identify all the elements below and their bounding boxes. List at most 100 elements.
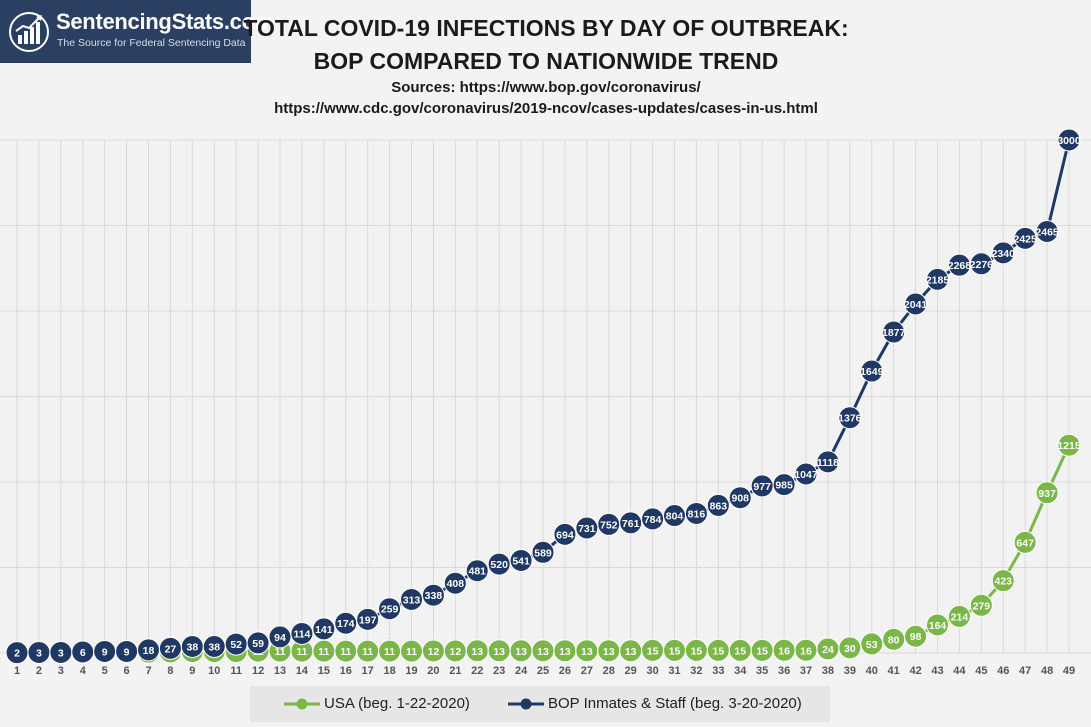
x-tick-label: 2 [36, 665, 42, 677]
data-point-usa [860, 632, 884, 656]
data-label-bop: 52 [230, 639, 242, 651]
data-label-bop: 2041 [904, 299, 928, 311]
data-label-bop: 2340 [992, 248, 1016, 260]
data-label-usa: 423 [994, 576, 1012, 588]
data-label-bop: 1376 [838, 413, 862, 425]
data-point-bop [991, 241, 1015, 265]
x-tick-label: 43 [931, 665, 943, 677]
data-label-bop: 2465 [1035, 226, 1059, 238]
data-label-usa: 15 [669, 645, 681, 657]
data-label-bop: 541 [512, 555, 530, 567]
data-point-usa [904, 624, 928, 648]
data-point-bop [838, 406, 862, 430]
data-label-usa: 11 [318, 646, 329, 658]
data-label-bop: 9 [124, 646, 130, 658]
data-label-bop: 197 [359, 614, 377, 626]
x-tick-label: 33 [712, 665, 724, 677]
x-tick-label: 35 [756, 665, 768, 677]
data-label-usa: 15 [734, 645, 746, 657]
data-label-bop: 38 [186, 642, 198, 654]
data-label-usa: 15 [647, 645, 659, 657]
x-tick-label: 28 [603, 665, 615, 677]
data-label-usa: 15 [756, 645, 768, 657]
data-label-usa: 647 [1016, 537, 1034, 549]
data-label-usa: 12 [449, 646, 461, 658]
data-point-bop [443, 571, 467, 595]
legend-item-bop: BOP Inmates & Staff (beg. 3-20-2020) [508, 695, 802, 712]
data-point-bop [246, 631, 270, 655]
data-point-usa [838, 636, 862, 660]
data-label-bop: 2268 [948, 260, 972, 272]
data-label-bop: 408 [447, 578, 465, 590]
data-label-usa: 13 [537, 646, 549, 658]
data-label-bop: 3000 [1057, 135, 1081, 147]
x-tick-label: 47 [1019, 665, 1031, 677]
data-label-bop: 977 [753, 481, 771, 493]
data-label-bop: 2276 [970, 259, 994, 271]
data-point-usa [1035, 481, 1059, 505]
data-point-bop [772, 473, 796, 497]
data-label-bop: 2425 [1013, 233, 1037, 245]
x-tick-label: 48 [1041, 665, 1053, 677]
x-tick-label: 27 [581, 665, 593, 677]
legend-label-usa: USA (beg. 1-22-2020) [324, 695, 470, 712]
x-tick-label: 37 [800, 665, 812, 677]
data-label-usa: 13 [471, 646, 483, 658]
data-label-usa: 30 [844, 643, 856, 655]
data-label-bop: 908 [731, 493, 749, 505]
data-point-usa [1013, 530, 1037, 554]
bar-chart-logo-icon [9, 12, 49, 52]
x-tick-label: 32 [690, 665, 702, 677]
data-label-bop: 141 [315, 624, 333, 636]
x-tick-label: 8 [167, 665, 173, 677]
x-tick-label: 20 [427, 665, 439, 677]
data-label-usa: 13 [559, 646, 571, 658]
data-label-bop: 313 [403, 594, 421, 606]
data-label-bop: 174 [337, 618, 355, 630]
x-tick-label: 42 [909, 665, 921, 677]
x-tick-label: 15 [318, 665, 330, 677]
x-tick-label: 1 [14, 665, 20, 677]
data-label-bop: 114 [293, 629, 310, 641]
data-point-usa [991, 569, 1015, 593]
data-label-bop: 38 [208, 642, 220, 654]
legend-swatch-bop [508, 698, 544, 709]
data-label-usa: 13 [625, 646, 637, 658]
data-label-usa: 15 [691, 645, 703, 657]
data-point-usa [969, 593, 993, 617]
data-point-bop [904, 292, 928, 316]
data-label-bop: 784 [644, 514, 662, 526]
chart-legend: USA (beg. 1-22-2020) BOP Inmates & Staff… [250, 686, 830, 722]
x-tick-label: 13 [274, 665, 286, 677]
data-point-bop [969, 252, 993, 276]
data-label-bop: 259 [381, 604, 399, 616]
data-label-bop: 863 [710, 500, 728, 512]
x-tick-label: 9 [189, 665, 195, 677]
data-point-bop [312, 617, 336, 641]
data-label-usa: 16 [800, 645, 812, 657]
data-point-usa [1057, 433, 1081, 457]
x-tick-label: 14 [296, 665, 309, 677]
data-point-bop [378, 597, 402, 621]
data-label-usa: 11 [384, 646, 395, 658]
data-point-bop [728, 486, 752, 510]
data-point-bop [816, 450, 840, 474]
x-tick-label: 41 [888, 665, 900, 677]
data-point-bop [1013, 226, 1037, 250]
data-label-usa: 15 [712, 645, 724, 657]
data-point-bop [860, 359, 884, 383]
data-label-usa: 214 [951, 611, 969, 623]
x-tick-label: 39 [844, 665, 856, 677]
x-tick-label: 29 [625, 665, 637, 677]
data-label-usa: 13 [493, 646, 505, 658]
data-label-usa: 80 [888, 634, 900, 646]
x-tick-label: 30 [646, 665, 658, 677]
data-point-bop [290, 622, 314, 646]
x-tick-label: 3 [58, 665, 64, 677]
x-tick-label: 21 [449, 665, 461, 677]
brand-tagline: The Source for Federal Sentencing Data [57, 37, 246, 49]
data-label-bop: 94 [274, 632, 286, 644]
data-point-bop [531, 540, 555, 564]
x-tick-label: 16 [340, 665, 352, 677]
